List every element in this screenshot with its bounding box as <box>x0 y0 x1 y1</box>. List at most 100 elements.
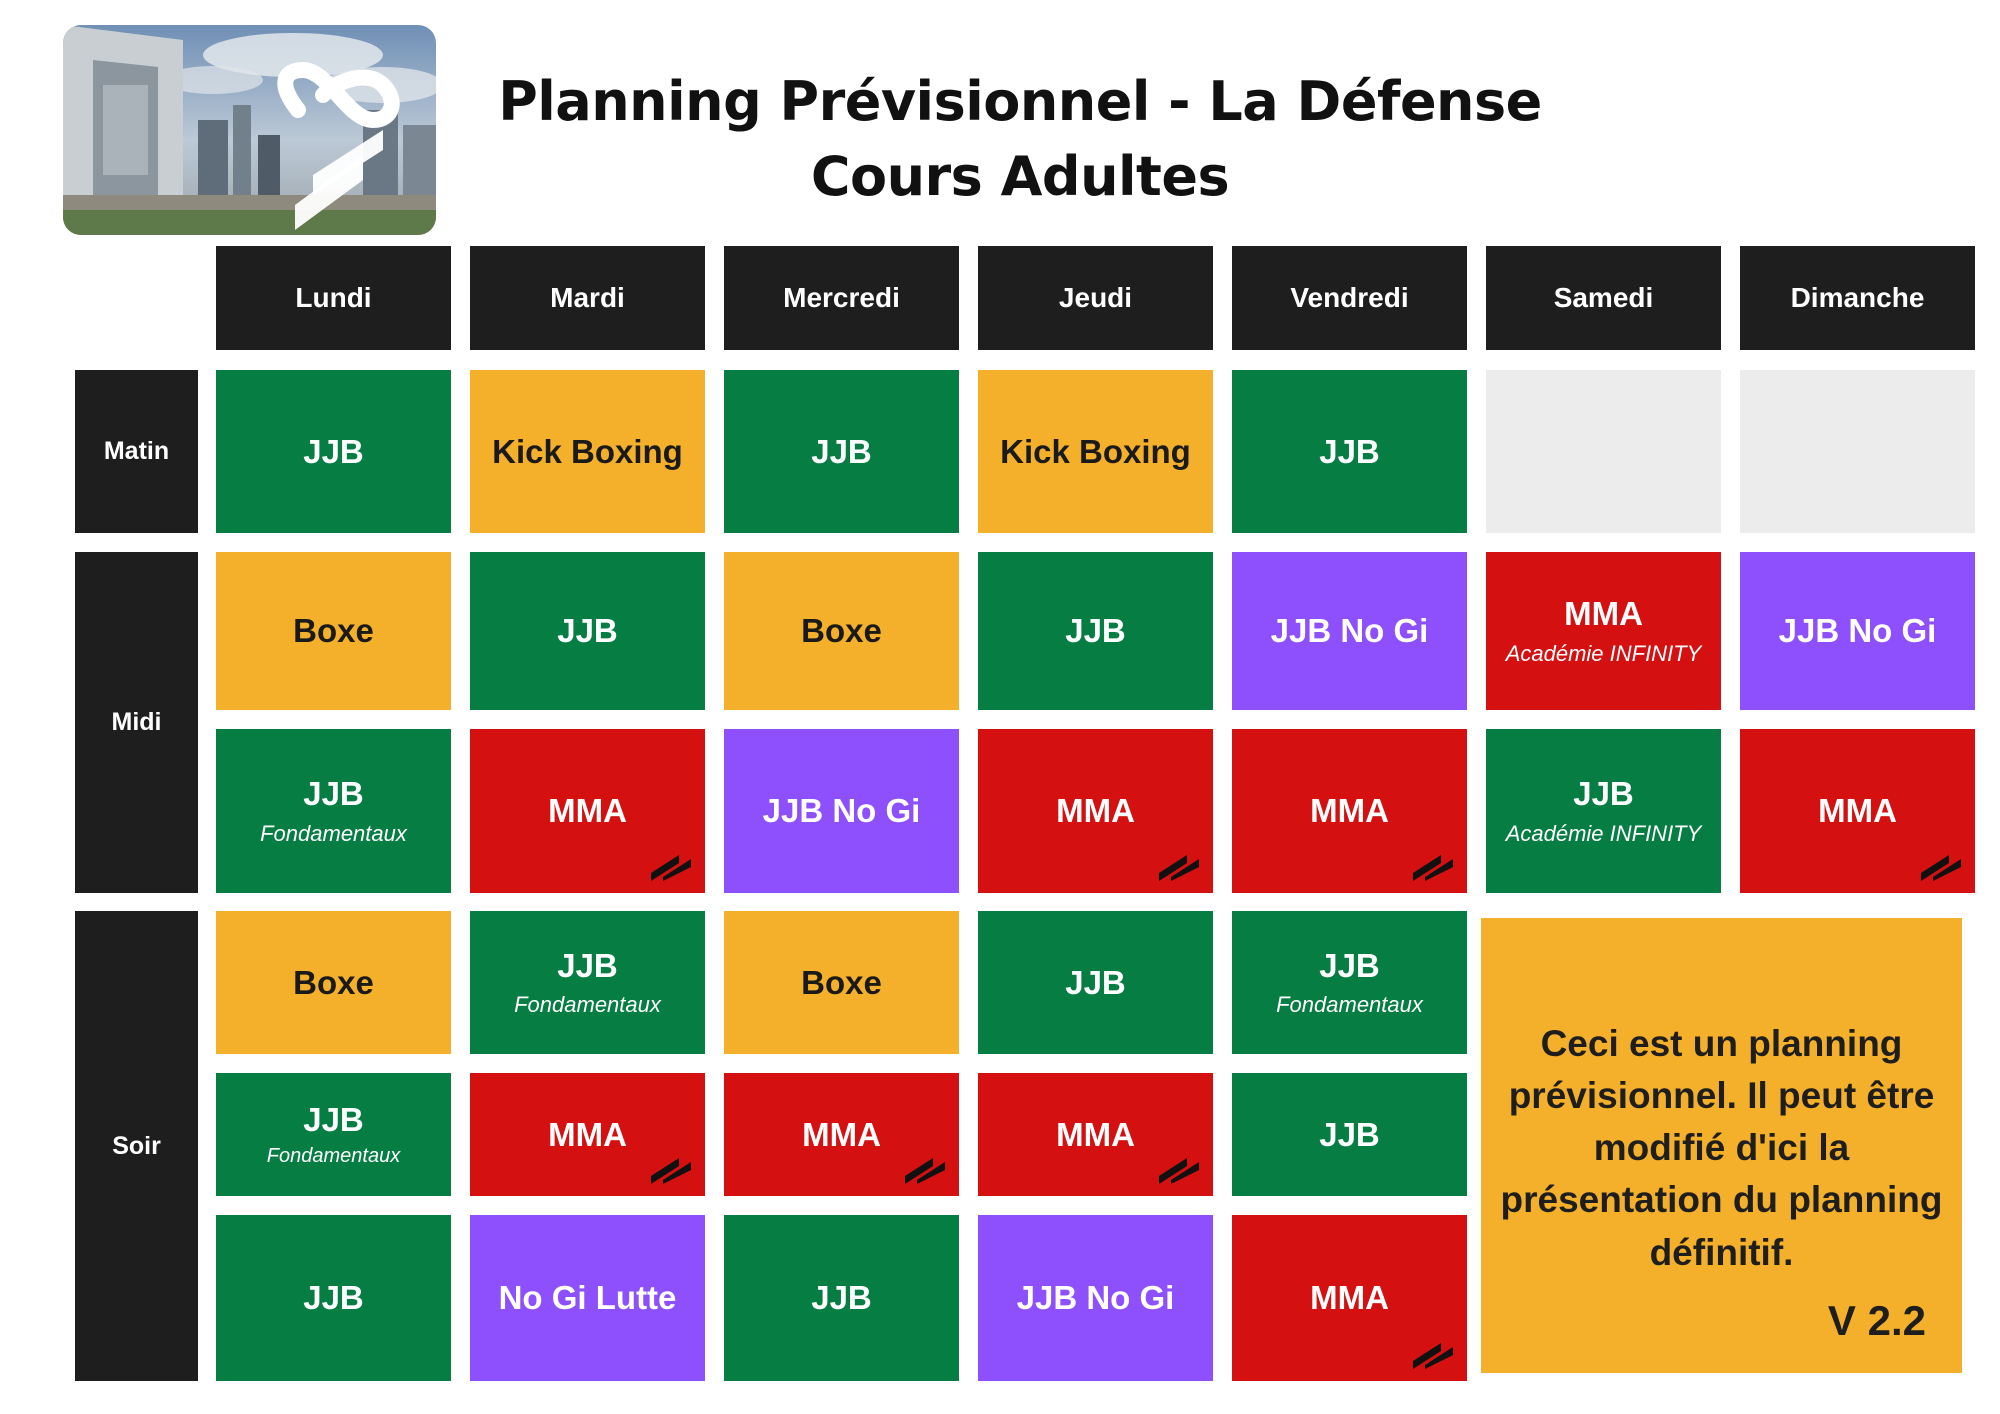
class-cell: JJB No Gi <box>1740 552 1975 710</box>
class-name: JJB <box>303 432 364 470</box>
class-name: MMA <box>1056 1115 1135 1153</box>
class-name: Kick Boxing <box>1000 432 1191 470</box>
class-subtitle: Fondamentaux <box>514 992 661 1018</box>
class-name: JJB <box>811 1279 872 1317</box>
period-label-midi: Midi <box>75 552 198 893</box>
class-name: JJB <box>303 1101 364 1139</box>
class-name: JJB <box>1319 432 1380 470</box>
class-name: MMA <box>548 792 627 830</box>
class-cell: Boxe <box>724 552 959 710</box>
class-name: MMA <box>1818 792 1897 830</box>
class-name: Boxe <box>293 612 374 650</box>
empty-cell <box>1740 370 1975 533</box>
class-cell: MMA <box>1740 729 1975 893</box>
class-name: Boxe <box>293 963 374 1001</box>
class-cell: JJB <box>724 370 959 533</box>
day-header-mardi: Mardi <box>470 246 705 350</box>
class-cell: JJB Fondamentaux <box>216 729 451 893</box>
club-logo-icon <box>651 1158 691 1184</box>
class-name: JJB No Gi <box>762 792 921 830</box>
empty-cell <box>1486 370 1721 533</box>
page-subtitle: Cours Adultes <box>810 145 1230 208</box>
class-name: JJB <box>303 775 364 813</box>
class-cell: JJB Académie INFINITY <box>1486 729 1721 893</box>
version-label: V 2.2 <box>1827 1297 1926 1344</box>
club-logo-icon <box>1921 855 1961 881</box>
class-name: Boxe <box>801 612 882 650</box>
class-name: MMA <box>802 1115 881 1153</box>
disclaimer-text: Ceci est un planning prévisionnel. Il pe… <box>1500 1023 1943 1273</box>
class-cell: Boxe <box>724 911 959 1054</box>
class-name: JJB <box>811 432 872 470</box>
class-cell: JJB Fondamentaux <box>216 1073 451 1196</box>
class-cell: MMA <box>470 729 705 893</box>
class-cell: MMA <box>1232 729 1467 893</box>
class-cell: Kick Boxing <box>470 370 705 533</box>
club-logo-icon <box>1413 855 1453 881</box>
class-cell: JJB <box>724 1215 959 1381</box>
day-header-dimanche: Dimanche <box>1740 246 1975 350</box>
class-cell: JJB <box>216 370 451 533</box>
class-cell: JJB No Gi <box>1232 552 1467 710</box>
class-cell: MMA <box>1232 1215 1467 1381</box>
class-cell: JJB <box>1232 1073 1467 1196</box>
class-cell: No Gi Lutte <box>470 1215 705 1381</box>
page-title: Planning Prévisionnel - La Défense <box>498 70 1542 133</box>
club-logo-icon <box>905 1158 945 1184</box>
class-cell: JJB <box>470 552 705 710</box>
class-name: Boxe <box>801 963 882 1001</box>
class-cell: JJB <box>978 911 1213 1054</box>
class-cell: JJB <box>1232 370 1467 533</box>
day-header-samedi: Samedi <box>1486 246 1721 350</box>
class-name: JJB No Gi <box>1016 1279 1175 1317</box>
class-name: JJB <box>1319 1115 1380 1153</box>
class-name: MMA <box>1564 595 1643 633</box>
class-cell: MMA <box>978 729 1213 893</box>
class-cell: MMA Académie INFINITY <box>1486 552 1721 710</box>
class-subtitle: Fondamentaux <box>1276 992 1423 1018</box>
class-name: MMA <box>1310 1279 1389 1317</box>
class-name: MMA <box>548 1115 627 1153</box>
club-logo-icon <box>1413 1343 1453 1369</box>
la-defense-photo <box>63 25 436 235</box>
class-cell: JJB No Gi <box>724 729 959 893</box>
class-name: JJB <box>303 1279 364 1317</box>
class-name: JJB <box>1065 612 1126 650</box>
class-cell: JJB No Gi <box>978 1215 1213 1381</box>
class-cell: JJB Fondamentaux <box>1232 911 1467 1054</box>
class-cell: JJB <box>978 552 1213 710</box>
class-cell: Boxe <box>216 911 451 1054</box>
class-cell: Kick Boxing <box>978 370 1213 533</box>
class-name: JJB <box>557 612 618 650</box>
club-logo-icon <box>1159 1158 1199 1184</box>
day-header-jeudi: Jeudi <box>978 246 1213 350</box>
infinity-logo-icon <box>277 61 400 129</box>
class-subtitle: Académie INFINITY <box>1505 820 1702 846</box>
class-cell: Boxe <box>216 552 451 710</box>
class-subtitle: Académie INFINITY <box>1505 640 1702 666</box>
period-label-soir: Soir <box>75 911 198 1381</box>
club-logo-icon <box>651 855 691 881</box>
disclaimer-box: Ceci est un planning prévisionnel. Il pe… <box>1481 918 1962 1373</box>
class-name: MMA <box>1310 792 1389 830</box>
class-cell: MMA <box>470 1073 705 1196</box>
class-name: No Gi Lutte <box>498 1279 677 1317</box>
class-cell: JJB <box>216 1215 451 1381</box>
class-subtitle: Fondamentaux <box>260 820 407 846</box>
club-logo-icon <box>1159 855 1199 881</box>
class-name: JJB <box>1065 963 1126 1001</box>
class-cell: MMA <box>724 1073 959 1196</box>
class-subtitle: Fondamentaux <box>266 1144 401 1167</box>
class-name: JJB <box>1573 775 1634 813</box>
class-name: Kick Boxing <box>492 432 683 470</box>
class-name: JJB No Gi <box>1270 612 1429 650</box>
class-name: MMA <box>1056 792 1135 830</box>
day-header-mercredi: Mercredi <box>724 246 959 350</box>
class-cell: JJB Fondamentaux <box>470 911 705 1054</box>
class-cell: MMA <box>978 1073 1213 1196</box>
class-name: JJB <box>1319 946 1380 984</box>
period-label-matin: Matin <box>75 370 198 533</box>
class-name: JJB No Gi <box>1778 612 1937 650</box>
day-header-vendredi: Vendredi <box>1232 246 1467 350</box>
day-header-lundi: Lundi <box>216 246 451 350</box>
